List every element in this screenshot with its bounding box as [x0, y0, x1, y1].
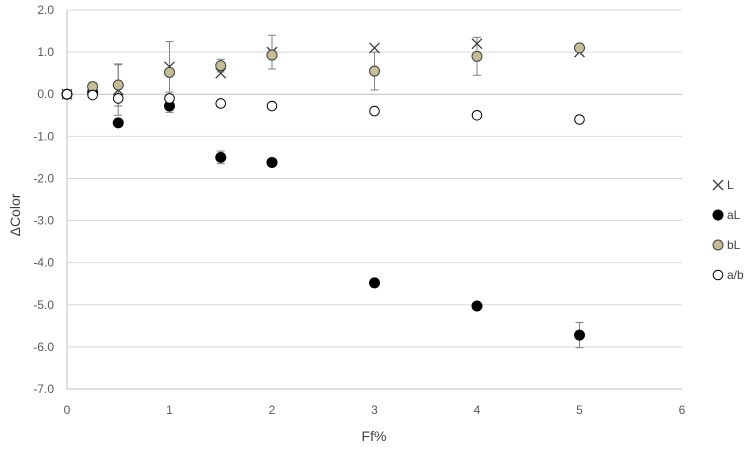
legend-entry-a-b: a/b [712, 268, 744, 282]
data-point-bl [215, 60, 227, 72]
x-marker-stroke [471, 38, 483, 50]
data-markers [61, 38, 585, 341]
y-axis-title: ΔColor [7, 193, 23, 236]
x-tick-label: 2 [269, 403, 276, 417]
data-point-a-b [164, 93, 175, 104]
data-point-a-b [266, 100, 278, 112]
gridlines [67, 9, 682, 390]
data-point-a-b [215, 98, 227, 109]
x-marker-stroke [369, 42, 380, 54]
legend: LaL bL a/b [712, 178, 744, 282]
data-point-bl [471, 50, 483, 62]
legend-label-a-b: a/b [727, 268, 744, 282]
legend-marker-al [712, 209, 724, 221]
data-point-al [266, 156, 278, 168]
x-tick-label: 3 [371, 403, 378, 417]
y-tick-label: -1.0 [33, 129, 54, 143]
data-point-al [369, 277, 380, 289]
legend-entry-l: L [712, 178, 734, 192]
error-bars [88, 34, 584, 349]
y-tick-label: -6.0 [33, 340, 54, 354]
y-tick-label: -5.0 [33, 298, 54, 312]
x-tick-label: 4 [474, 403, 481, 417]
data-point-a-b [87, 89, 98, 101]
series-a-b [61, 88, 585, 125]
x-tick-label: 5 [576, 403, 583, 417]
series-bl [61, 42, 585, 100]
data-point-l [471, 38, 483, 50]
legend-marker-l [712, 179, 724, 191]
series-al [61, 86, 585, 341]
legend-marker-bl [712, 239, 724, 251]
legend-marker-a-b [712, 269, 724, 281]
x-axis-title: Ff% [362, 428, 387, 444]
x-tick-label: 0 [64, 403, 71, 417]
y-tick-label: -4.0 [33, 256, 54, 270]
x-tick-label: 1 [166, 403, 173, 417]
y-tick-label: -2.0 [33, 171, 54, 185]
legend-label-l: L [727, 178, 734, 192]
data-point-a-b [61, 88, 73, 100]
data-point-a-b [471, 109, 483, 121]
data-point-a-b [112, 93, 124, 104]
data-point-al [471, 300, 483, 312]
data-point-a-b [369, 105, 380, 117]
data-point-al [112, 117, 124, 129]
y-tick-label: 0.0 [37, 87, 54, 101]
legend-label-al: aL [727, 208, 741, 222]
data-point-a-b [574, 114, 585, 125]
y-tick-label: -7.0 [33, 382, 54, 396]
data-point-al [574, 329, 585, 341]
axes: -7.0 -6.0 -5.0 -4.0 -3.0 -2.0 -1.0 0.0 1.0 2.0 0 1 2… [33, 3, 685, 417]
data-point-l [369, 42, 380, 54]
x-marker-stroke [712, 179, 724, 191]
data-point-bl [112, 79, 124, 91]
y-tick-label: 1.0 [37, 45, 54, 59]
data-point-bl [164, 66, 175, 78]
y-tick-label: 2.0 [37, 3, 54, 17]
data-point-bl [266, 49, 278, 61]
data-point-bl [369, 65, 380, 77]
data-point-bl [574, 42, 585, 54]
legend-label-bl: bL [727, 238, 741, 252]
legend-entry-al: aL [712, 208, 741, 222]
x-tick-label: 6 [679, 403, 686, 417]
series-l [61, 38, 585, 100]
legend-entry-bl: bL [712, 238, 741, 252]
data-point-al [215, 151, 227, 163]
y-tick-label: -3.0 [33, 214, 54, 228]
